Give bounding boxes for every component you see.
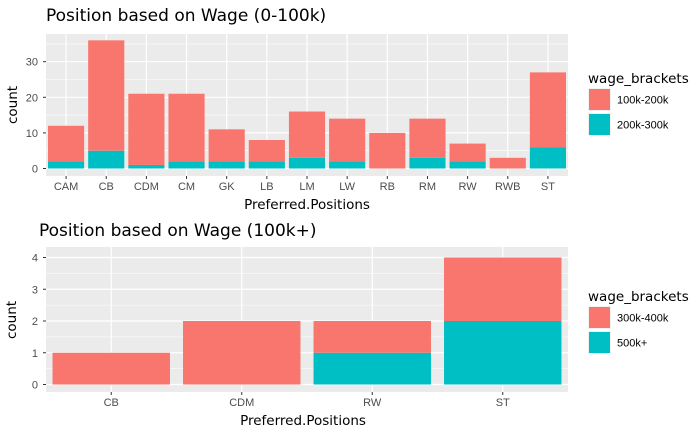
chart-2-legend-title: wage_brackets <box>588 289 689 305</box>
x-tick-label: RWB <box>495 181 520 193</box>
bar-cdm-100k-200k <box>128 93 165 165</box>
y-tick-label: 0 <box>32 164 38 176</box>
chart-2-y-axis-title: count <box>4 301 20 339</box>
bar-cb-200k-300k <box>88 150 125 169</box>
bar-cam-100k-200k <box>48 125 85 162</box>
chart-1: Position based on Wage (0-100k) 0102030 … <box>5 6 689 213</box>
legend-label: 200k-300k <box>617 120 669 132</box>
chart-2-x-axis-title: Preferred.Positions <box>240 413 366 429</box>
bar-st-500k- <box>444 321 562 385</box>
bar-lb-200k-300k <box>248 161 285 169</box>
legend-swatch <box>589 307 610 328</box>
bar-lm-100k-200k <box>288 111 326 158</box>
y-tick-label: 2 <box>32 316 38 328</box>
y-tick-label: 4 <box>32 253 38 265</box>
chart-1-x-axis: CAM CB CDM CM GK LB LM LW RB RM RW RWB ST <box>54 176 555 193</box>
chart-2-legend-items: 300k-400k 500k+ <box>588 306 669 354</box>
chart-1-legend-items: 100k-200k 200k-300k <box>588 88 669 136</box>
legend-label: 100k-200k <box>617 95 669 107</box>
chart-2-legend: wage_brackets 300k-400k 500k+ <box>588 289 689 354</box>
bar-rw-200k-300k <box>449 161 486 169</box>
chart-1-legend: wage_brackets 100k-200k 200k-300k <box>588 71 689 136</box>
bar-cdm-300k-400k <box>183 321 301 385</box>
chart-1-y-axis: 0 10 20 30 <box>26 57 46 176</box>
x-tick-label: ST <box>541 181 555 193</box>
chart-1-y-axis-title: count <box>5 86 21 124</box>
bar-rwb-100k-200k <box>489 157 526 169</box>
x-tick-label: CB <box>104 397 119 409</box>
x-tick-label: LB <box>260 181 273 193</box>
chart-1-bars <box>48 40 566 169</box>
chart-2-bars <box>52 257 562 385</box>
legend-swatch <box>589 89 610 110</box>
bar-rm-100k-200k <box>409 118 446 158</box>
y-tick-label: 0 <box>32 380 38 392</box>
chart-2-y-axis: 0 1 2 3 4 <box>32 253 46 392</box>
x-tick-label: RB <box>380 181 395 193</box>
x-tick-label: GK <box>219 181 236 193</box>
bar-cam-200k-300k <box>48 161 85 169</box>
chart-1-title: Position based on Wage (0-100k) <box>46 6 326 26</box>
bar-cb-100k-200k <box>88 40 125 151</box>
bar-st-300k-400k <box>444 257 562 321</box>
x-tick-label: CB <box>99 181 114 193</box>
legend-label: 500k+ <box>617 338 647 350</box>
bar-rb-100k-200k <box>369 132 406 169</box>
bar-rw-100k-200k <box>449 143 486 162</box>
chart-2-x-axis: CB CDM RW ST <box>104 392 510 409</box>
legend-label: 300k-400k <box>617 313 669 325</box>
bar-lw-100k-200k <box>329 118 366 162</box>
bar-lm-200k-300k <box>288 157 326 169</box>
y-tick-label: 1 <box>32 348 38 360</box>
bar-cdm-200k-300k <box>128 164 165 169</box>
x-tick-label: LW <box>339 181 355 193</box>
x-tick-label: LM <box>299 181 314 193</box>
x-tick-label: RW <box>363 397 382 409</box>
bar-lb-100k-200k <box>248 140 285 162</box>
x-tick-label: CAM <box>54 181 78 193</box>
x-tick-label: RW <box>459 181 478 193</box>
bar-cm-100k-200k <box>168 93 205 162</box>
bar-rw-500k- <box>313 352 431 385</box>
legend-swatch <box>589 332 610 353</box>
x-tick-label: CDM <box>229 397 254 409</box>
y-tick-label: 30 <box>26 57 38 69</box>
chart-2-title: Position based on Wage (100k+) <box>39 221 317 241</box>
bar-st-200k-300k <box>529 147 566 169</box>
bar-cm-200k-300k <box>168 161 205 169</box>
x-tick-label: ST <box>496 397 510 409</box>
legend-swatch <box>589 114 610 135</box>
x-tick-label: CDM <box>134 181 159 193</box>
bar-st-100k-200k <box>529 72 566 148</box>
y-tick-label: 20 <box>26 92 38 104</box>
bar-rw-300k-400k <box>313 321 431 353</box>
bar-lw-200k-300k <box>329 161 366 169</box>
x-tick-label: CM <box>178 181 195 193</box>
chart-1-x-axis-title: Preferred.Positions <box>244 197 370 213</box>
y-tick-label: 10 <box>26 128 38 140</box>
chart-1-legend-title: wage_brackets <box>588 71 689 87</box>
y-tick-label: 3 <box>32 284 38 296</box>
bar-rm-200k-300k <box>409 157 446 169</box>
bar-cb-300k-400k <box>52 352 170 385</box>
bar-gk-100k-200k <box>208 129 245 162</box>
x-tick-label: RM <box>419 181 436 193</box>
bar-gk-200k-300k <box>208 161 245 169</box>
